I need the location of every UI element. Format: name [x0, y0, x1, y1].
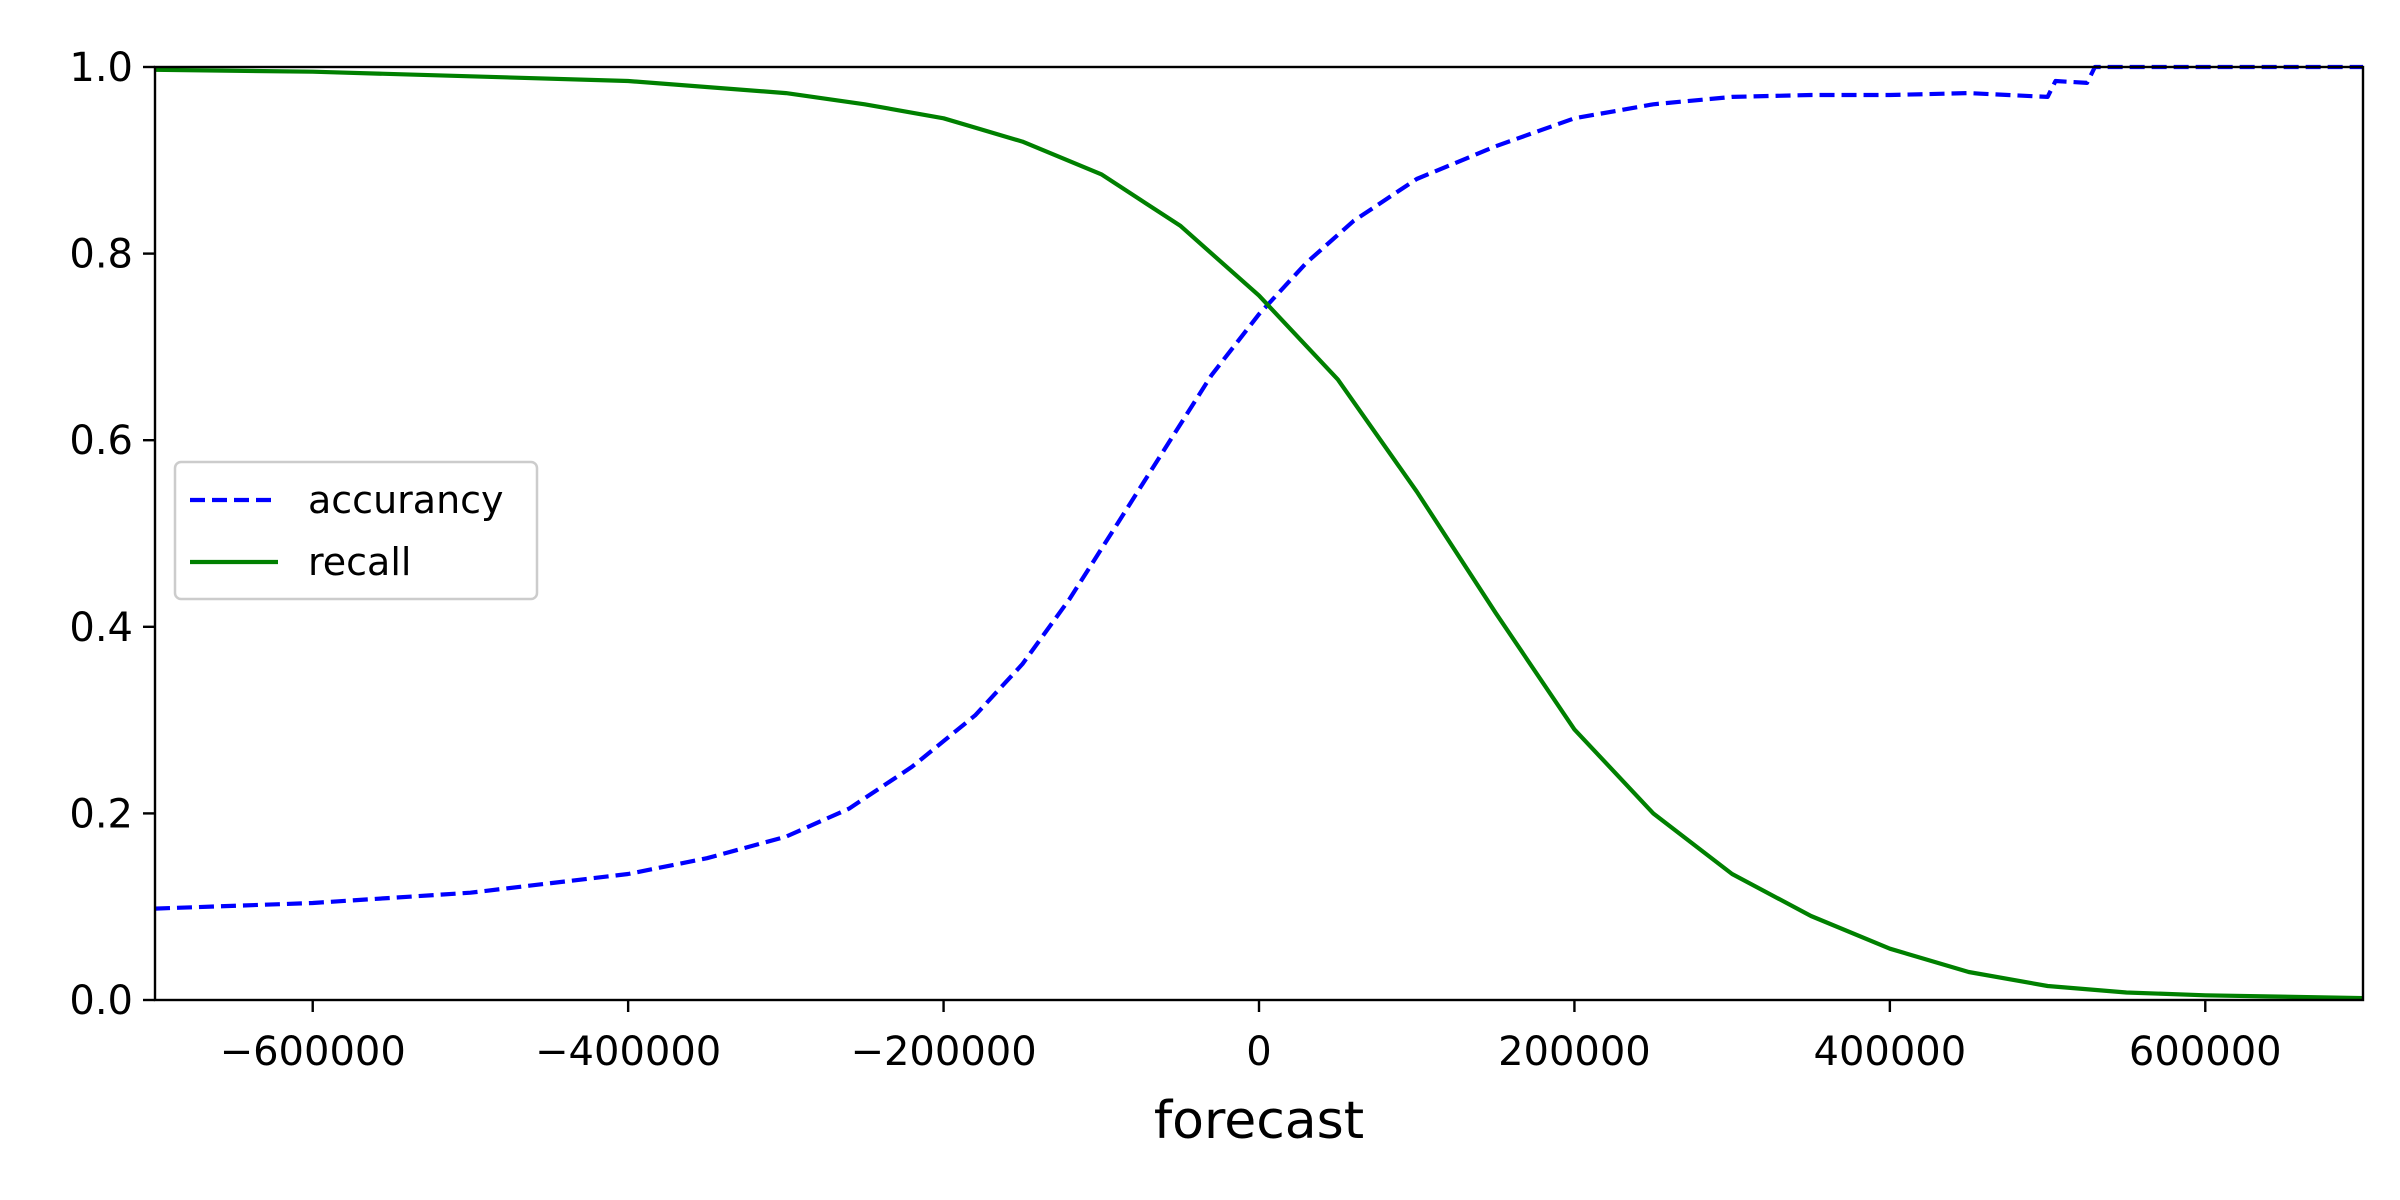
x-tick-label: −400000	[535, 1029, 721, 1075]
series-line-recall	[154, 67, 2364, 1001]
x-axis-title: forecast	[1154, 1091, 1364, 1151]
legend-box	[173, 460, 539, 601]
y-tick-label: 0.2	[69, 791, 133, 837]
x-tick-label: −200000	[850, 1029, 1036, 1075]
y-axis: 0.0 0.2 0.4 0.6 0.8 1.0	[69, 45, 155, 1024]
legend-label-recall: recall	[308, 540, 411, 584]
x-tick-label: 200000	[1498, 1029, 1651, 1075]
y-tick-label: 0.0	[69, 978, 133, 1024]
x-axis: −600000 −400000 −200000 0 200000 400000 600000	[220, 1000, 2282, 1075]
series-layer	[154, 64, 2364, 1001]
legend-label-accurancy: accurancy	[308, 478, 504, 522]
y-tick-label: 0.6	[69, 418, 133, 464]
x-tick-label: 400000	[1814, 1029, 1967, 1075]
legend: accurancy recall	[173, 460, 539, 601]
x-tick-label: −600000	[220, 1029, 406, 1075]
x-tick-label: 600000	[2129, 1029, 2282, 1075]
y-tick-label: 0.4	[69, 605, 133, 651]
y-tick-label: 1.0	[69, 45, 133, 91]
series-line-accurancy	[154, 64, 2363, 911]
x-tick-label: 0	[1246, 1029, 1271, 1075]
y-tick-label: 0.8	[69, 232, 133, 278]
